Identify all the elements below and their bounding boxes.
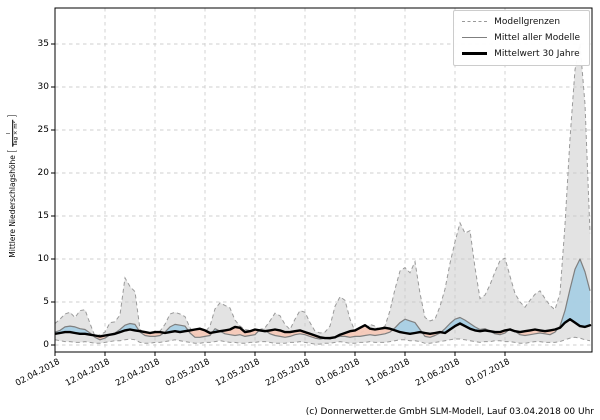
y-tick-label: 25 [37,124,49,135]
plot-frame [54,7,593,353]
copyright-footer: (c) Donnerwetter.de GmbH SLM-Modell, Lau… [305,407,594,417]
model-bounds-lower-line [55,336,591,345]
y-tick-label: 5 [43,296,49,307]
y-axis-unit-bracket-close: ] [7,114,19,119]
y-tick-label: 20 [37,167,49,178]
chart-legend: Modellgrenzen Mittel aller Modelle Mitte… [453,10,590,66]
y-axis-unit-fraction: l Tag × m² [6,120,20,148]
legend-label: Modellgrenzen [494,16,561,27]
legend-label: Mittelwert 30 Jahre [494,48,580,59]
y-tick-label: 0 [43,339,49,350]
model-bounds-band [55,44,590,345]
solid-line-sample-icon [462,37,488,38]
y-axis-label-text: Mittlere Niederschlagshöhe [8,155,18,258]
legend-label: Mittel aller Modelle [494,32,580,43]
dashed-line-sample-icon [462,21,488,22]
y-axis-unit-denominator: Tag × m² [12,120,20,148]
legend-item-mittelwert-30-jahre: Mittelwert 30 Jahre [462,47,580,60]
y-tick-label: 35 [37,38,49,49]
y-axis-label: Mittlere Niederschlagshöhe [ l Tag × m² … [6,114,20,258]
y-axis-unit-bracket-open: [ [7,149,19,154]
y-tick-label: 10 [37,253,49,264]
legend-item-modellgrenzen: Modellgrenzen [462,15,580,28]
legend-item-mittel-aller-modelle: Mittel aller Modelle [462,31,580,44]
thick-line-sample-icon [462,52,488,55]
y-tick-label: 15 [37,210,49,221]
climate-mean-line [55,318,592,340]
y-tick-label: 30 [37,81,49,92]
